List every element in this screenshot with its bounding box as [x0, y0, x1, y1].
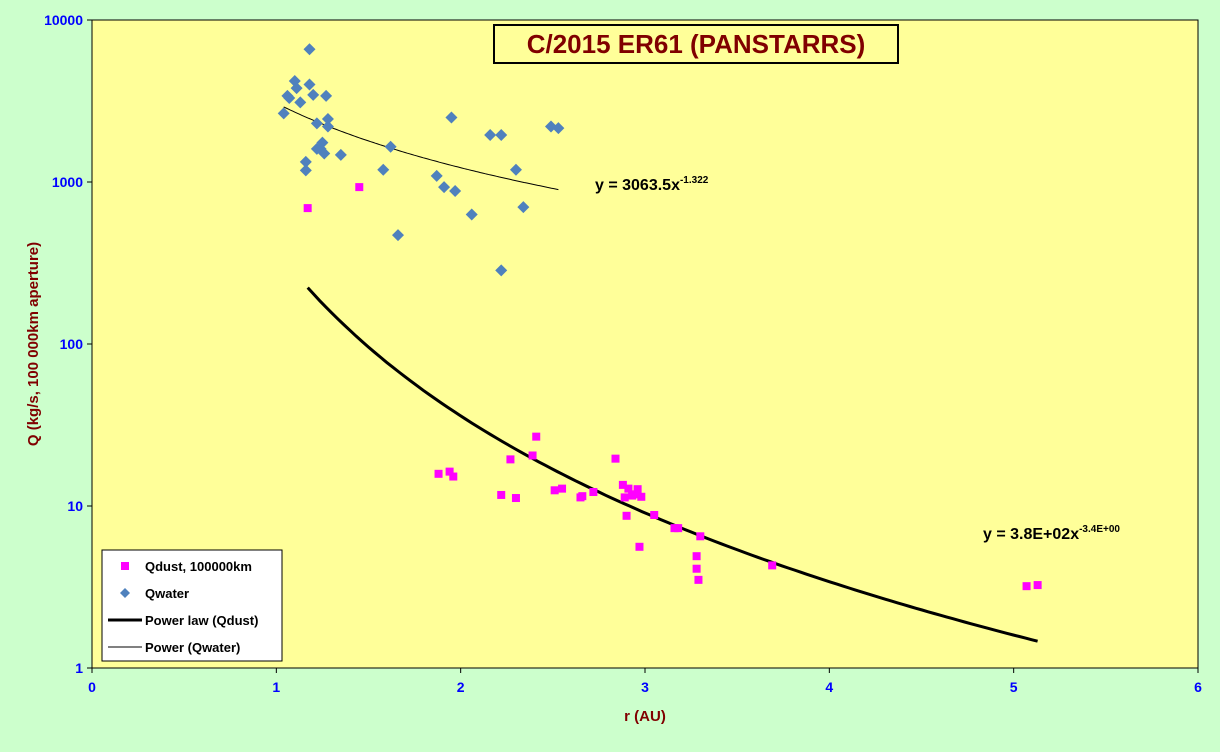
- qwater-point: [552, 122, 565, 135]
- qdust-point: [532, 432, 541, 441]
- qwater-point: [334, 148, 347, 161]
- qwater-point: [303, 43, 316, 56]
- qdust-point: [445, 467, 454, 476]
- qdust-point: [511, 494, 520, 503]
- qwater-equation-base: y = 3063.5x: [595, 177, 680, 194]
- legend-qdust-marker: [121, 562, 129, 570]
- y-tick-label: 1000: [52, 174, 83, 190]
- legend-box: [101, 549, 283, 662]
- qwater-point: [377, 163, 390, 176]
- qwater-point: [299, 164, 312, 177]
- qwater-equation: y = 3063.5x-1.322: [595, 175, 709, 194]
- qwater-point: [290, 82, 303, 95]
- y-tick-label: 10000: [44, 12, 83, 28]
- qwater-point: [299, 155, 312, 168]
- legend-qdust-label: Qdust, 100000km: [145, 559, 252, 574]
- qdust-point: [650, 510, 659, 519]
- legend-qwater-label: Qwater: [145, 586, 189, 601]
- qdust-point: [631, 490, 640, 499]
- qdust-point: [434, 469, 443, 478]
- qdust-point: [622, 511, 631, 520]
- qdust-point: [768, 561, 777, 570]
- legend-qdust-trend-label: Power law (Qdust): [145, 613, 258, 628]
- x-axis-label: r (AU): [624, 708, 666, 725]
- qwater-point: [391, 229, 404, 242]
- qwater-point: [495, 129, 508, 142]
- qwater-point: [445, 111, 458, 124]
- qdust-point: [589, 488, 598, 497]
- qdust-point: [620, 493, 629, 502]
- qwater-point: [384, 140, 397, 153]
- qwater-point: [307, 88, 320, 101]
- qwater-point: [277, 107, 290, 120]
- qdust-point: [528, 451, 537, 460]
- qwater-point: [318, 147, 331, 160]
- y-tick-label: 100: [60, 336, 84, 352]
- qdust-point: [578, 492, 587, 501]
- qdust-point: [624, 484, 633, 493]
- x-tick-label: 2: [457, 679, 465, 695]
- x-tick-label: 5: [1010, 679, 1018, 695]
- qdust-point: [497, 490, 506, 499]
- legend-qwater-marker: [120, 588, 130, 598]
- y-axis-label: Q (kg/s, 100 000km aperture): [25, 242, 42, 446]
- qdust-equation: y = 3.8E+02x-3.4E+00: [983, 524, 1120, 543]
- qdust-point: [449, 472, 458, 481]
- qwater-point: [321, 120, 334, 133]
- qdust-point: [633, 485, 642, 494]
- qwater-point: [484, 129, 497, 142]
- qwater-point: [320, 89, 333, 102]
- data-points: [277, 43, 1042, 591]
- chart-title-box: C/2015 ER61 (PANSTARRS): [493, 24, 899, 64]
- qdust-point: [506, 455, 515, 464]
- title-frame: [493, 24, 899, 64]
- qdust-point: [355, 183, 364, 192]
- qwater-point: [310, 117, 323, 130]
- qwater-point: [321, 112, 334, 125]
- qdust-point: [692, 552, 701, 561]
- x-tick-label: 3: [641, 679, 649, 695]
- qwater-point: [465, 208, 478, 221]
- qwater-point: [509, 163, 522, 176]
- qdust-point: [618, 480, 627, 489]
- qdust-point: [303, 204, 312, 213]
- qdust-point: [550, 486, 559, 495]
- qwater-point: [495, 264, 508, 277]
- qwater-point: [517, 201, 530, 214]
- qdust-point: [696, 532, 705, 541]
- qwater-point: [438, 181, 451, 194]
- qwater-point: [283, 92, 296, 105]
- y-tick-label: 1: [75, 660, 83, 676]
- qdust-point: [1022, 582, 1031, 591]
- qdust-equation-exponent: -3.4E+00: [1079, 524, 1120, 535]
- qwater-point: [316, 136, 329, 149]
- legend: Qdust, 100000km Qwater Power law (Qdust)…: [101, 549, 283, 662]
- qdust-point: [611, 454, 620, 463]
- qdust-point: [694, 575, 703, 584]
- x-tick-label: 6: [1194, 679, 1202, 695]
- legend-qwater-trend-label: Power (Qwater): [145, 640, 240, 655]
- x-tick-label: 1: [272, 679, 280, 695]
- qdust-point: [1033, 581, 1042, 590]
- qdust-point: [674, 524, 683, 533]
- x-tick-label: 4: [825, 679, 833, 695]
- qwater-point: [449, 184, 462, 197]
- qdust-point: [692, 564, 701, 573]
- qwater-point: [294, 96, 307, 109]
- chart-title: C/2015 ER61 (PANSTARRS): [527, 29, 866, 59]
- qdust-equation-base: y = 3.8E+02x: [983, 526, 1079, 543]
- x-tick-label: 0: [88, 679, 96, 695]
- qwater-point: [303, 78, 316, 91]
- qdust-point: [558, 484, 567, 493]
- qwater-equation-exponent: -1.322: [680, 175, 709, 186]
- y-tick-label: 10: [67, 498, 83, 514]
- qwater-point: [430, 169, 443, 182]
- qdust-point: [637, 492, 646, 501]
- qdust-point: [635, 542, 644, 551]
